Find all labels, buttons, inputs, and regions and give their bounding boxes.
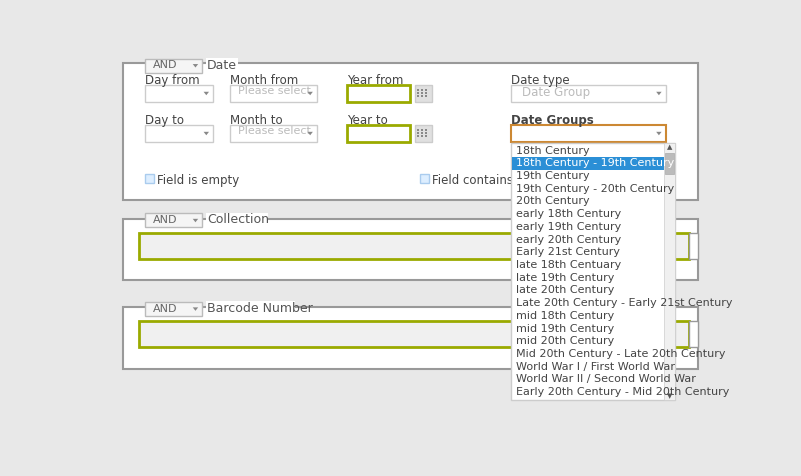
Bar <box>347 125 410 142</box>
Bar <box>421 132 423 134</box>
Bar <box>421 174 429 183</box>
Bar <box>511 85 666 102</box>
Bar <box>511 143 675 400</box>
Text: Early 21st Century: Early 21st Century <box>516 248 619 258</box>
Bar <box>511 125 666 142</box>
Text: mid 18th Century: mid 18th Century <box>516 311 614 321</box>
Text: Mid 20th Century - Late 20th Century: Mid 20th Century - Late 20th Century <box>516 349 725 359</box>
Text: Date type: Date type <box>511 74 570 87</box>
Bar <box>415 85 432 102</box>
Bar <box>425 132 427 134</box>
Bar <box>664 143 675 400</box>
Bar <box>231 85 317 102</box>
Bar <box>139 321 689 347</box>
Bar <box>417 132 420 134</box>
Text: Day from: Day from <box>145 74 199 87</box>
Polygon shape <box>308 132 313 135</box>
Bar <box>145 125 213 142</box>
Text: ▼: ▼ <box>667 393 672 399</box>
Text: 18th Century - 19th Century: 18th Century - 19th Century <box>516 159 674 169</box>
Text: Late 20th Century - Early 21st Century: Late 20th Century - Early 21st Century <box>516 298 732 308</box>
Bar <box>425 95 427 97</box>
Text: AND: AND <box>153 60 177 70</box>
Polygon shape <box>193 64 198 68</box>
Bar <box>425 92 427 94</box>
Bar <box>145 85 213 102</box>
Text: mid 19th Century: mid 19th Century <box>516 324 614 334</box>
Text: World War II / Second World War: World War II / Second World War <box>516 374 695 384</box>
Bar <box>665 153 674 174</box>
Bar <box>689 233 698 259</box>
Bar <box>417 135 420 137</box>
Text: Barcode Number: Barcode Number <box>207 302 313 315</box>
Text: Field is empty: Field is empty <box>157 174 239 187</box>
Bar <box>145 174 154 183</box>
Text: late 19th Century: late 19th Century <box>516 273 614 283</box>
Bar <box>206 213 268 223</box>
Text: Date Groups: Date Groups <box>511 114 594 127</box>
Bar <box>231 125 317 142</box>
Text: Month from: Month from <box>231 74 299 87</box>
Text: AND: AND <box>153 304 177 314</box>
Bar <box>421 135 423 137</box>
Text: Date Group: Date Group <box>521 86 590 99</box>
Text: early 20th Century: early 20th Century <box>516 235 621 245</box>
Text: Please select: Please select <box>238 86 311 96</box>
Polygon shape <box>203 92 209 95</box>
Bar <box>145 213 203 227</box>
Bar <box>417 89 420 90</box>
Bar <box>145 59 203 72</box>
Bar <box>425 135 427 137</box>
Polygon shape <box>203 132 209 135</box>
Bar <box>425 129 427 130</box>
Text: Collection: Collection <box>207 213 269 227</box>
Text: mid 20th Century: mid 20th Century <box>516 336 614 346</box>
Bar <box>689 321 698 347</box>
Bar <box>421 92 423 94</box>
Text: late 18th Centuary: late 18th Centuary <box>516 260 621 270</box>
Bar <box>417 129 420 130</box>
Bar <box>417 95 420 97</box>
Text: early 19th Century: early 19th Century <box>516 222 621 232</box>
Bar <box>206 301 295 312</box>
Bar <box>123 307 698 369</box>
Bar <box>145 302 203 316</box>
Text: AND: AND <box>153 215 177 225</box>
Bar <box>347 85 410 102</box>
Bar <box>425 89 427 90</box>
Bar <box>206 58 238 69</box>
Text: early 18th Century: early 18th Century <box>516 209 621 219</box>
Text: 20th Century: 20th Century <box>516 197 590 207</box>
Text: late 20th Century: late 20th Century <box>516 286 614 296</box>
Bar <box>421 95 423 97</box>
Text: Year to: Year to <box>347 114 388 127</box>
Polygon shape <box>308 92 313 95</box>
Bar <box>139 233 689 259</box>
Bar <box>123 63 698 200</box>
Polygon shape <box>193 307 198 311</box>
Bar <box>512 157 663 169</box>
Bar <box>421 129 423 130</box>
Text: Year from: Year from <box>347 74 403 87</box>
Text: 19th Century - 20th Century: 19th Century - 20th Century <box>516 184 674 194</box>
Polygon shape <box>656 92 662 95</box>
Text: Field contains d: Field contains d <box>432 174 524 187</box>
Text: Please select: Please select <box>238 127 311 137</box>
Bar <box>417 92 420 94</box>
Text: 19th Century: 19th Century <box>516 171 590 181</box>
Text: Date: Date <box>207 59 237 72</box>
Text: ▲: ▲ <box>667 144 672 150</box>
Text: Month to: Month to <box>231 114 283 127</box>
Text: Day to: Day to <box>145 114 184 127</box>
Polygon shape <box>193 219 198 222</box>
Bar <box>421 89 423 90</box>
Bar <box>123 219 698 280</box>
Bar <box>415 125 432 142</box>
Text: World War I / First World War: World War I / First World War <box>516 362 674 372</box>
Text: Early 20th Century - Mid 20th Century: Early 20th Century - Mid 20th Century <box>516 387 729 397</box>
Text: 18th Century: 18th Century <box>516 146 590 156</box>
Polygon shape <box>656 132 662 135</box>
